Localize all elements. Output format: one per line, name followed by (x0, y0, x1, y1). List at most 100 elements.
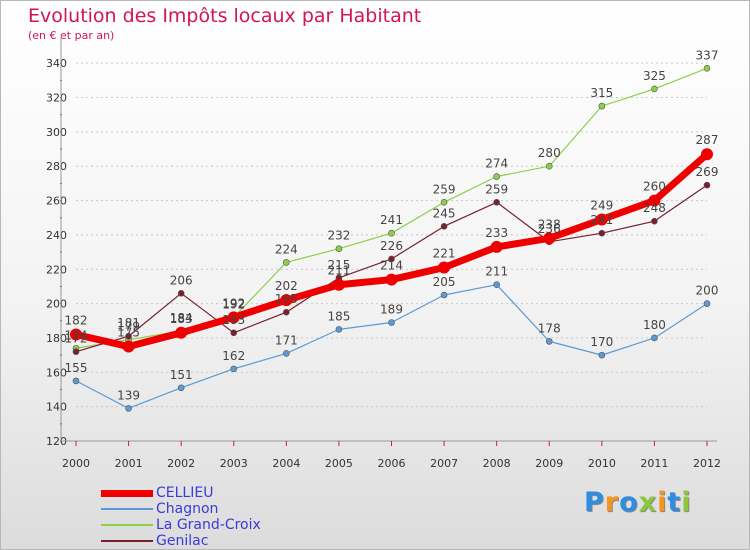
data-label-la-grand-croix: 315 (590, 86, 613, 100)
legend-swatch (101, 508, 153, 510)
data-label-la-grand-croix: 241 (380, 213, 403, 227)
data-label-cellieu: 175 (117, 326, 140, 340)
data-label-cellieu: 202 (275, 279, 298, 293)
data-label-chagnon: 185 (327, 309, 350, 323)
data-label-genilac: 259 (485, 182, 508, 196)
data-label-genilac: 181 (117, 316, 140, 330)
data-label-chagnon: 180 (643, 318, 666, 332)
data-label-genilac: 206 (170, 273, 193, 287)
data-point-cellieu (490, 240, 503, 253)
y-tick-label: 220 (46, 263, 67, 276)
data-label-chagnon: 151 (170, 368, 193, 382)
data-label-genilac: 226 (380, 239, 403, 253)
data-label-la-grand-croix: 325 (643, 69, 666, 83)
data-label-cellieu: 249 (590, 198, 613, 212)
x-tick-label: 2005 (325, 457, 353, 470)
data-label-genilac: 248 (643, 201, 666, 215)
data-point-chagnon (493, 281, 500, 289)
data-label-chagnon: 178 (538, 321, 561, 335)
data-point-chagnon (125, 405, 132, 412)
data-point-genilac (703, 181, 711, 189)
legend-label: La Grand-Croix (156, 517, 261, 533)
legend-swatch (101, 524, 153, 526)
data-label-cellieu: 182 (65, 314, 88, 328)
data-label-la-grand-croix: 274 (485, 157, 508, 171)
axes: 120 140 160 180 200 220 240 260 280 300 320 340 2000… (46, 36, 721, 470)
data-point-genilac (493, 198, 500, 206)
data-label-cellieu: 221 (433, 247, 456, 261)
data-label-la-grand-croix: 184 (170, 311, 193, 325)
data-point-genilac (598, 229, 606, 237)
data-label-genilac: 245 (433, 206, 456, 220)
x-tick-label: 2008 (483, 457, 511, 470)
data-label-chagnon: 211 (485, 265, 508, 279)
data-point-genilac (125, 332, 132, 340)
data-point-chagnon (388, 319, 395, 326)
data-point-la-grand-croix (493, 173, 500, 180)
data-label-cellieu: 260 (643, 180, 666, 194)
data-label-cellieu: 211 (327, 264, 350, 278)
data-label-genilac: 269 (696, 165, 719, 179)
data-point-la-grand-croix (388, 229, 395, 237)
series-lines (70, 65, 713, 412)
data-label-chagnon: 170 (590, 335, 613, 349)
data-label-la-grand-croix: 259 (433, 182, 456, 196)
data-labels: 155 139 151 162 171 185 189 205 211 178 170 180 200 1… (65, 48, 719, 402)
data-point-cellieu (648, 194, 661, 207)
line-chart: 120 140 160 180 200 220 240 260 280 300 320 340 2000… (46, 36, 721, 470)
x-tick-label: 2002 (167, 457, 195, 470)
data-point-cellieu (280, 294, 293, 307)
data-label-genilac: 195 (275, 292, 298, 306)
y-tick-label: 160 (46, 366, 67, 379)
data-label-chagnon: 200 (696, 284, 719, 298)
y-tick-label: 340 (46, 57, 67, 70)
data-label-la-grand-croix: 232 (327, 229, 350, 243)
data-point-genilac (651, 217, 658, 225)
data-point-cellieu (227, 311, 240, 324)
data-point-chagnon (72, 377, 80, 385)
x-tick-label: 2010 (588, 457, 616, 470)
data-point-la-grand-croix (440, 198, 448, 206)
data-label-la-grand-croix: 192 (222, 297, 245, 311)
data-label-cellieu: 287 (696, 133, 719, 147)
x-tick-label: 2012 (693, 457, 721, 470)
data-label-chagnon: 162 (222, 349, 245, 363)
data-point-chagnon (177, 384, 185, 392)
data-point-cellieu (595, 213, 608, 226)
data-point-chagnon (703, 300, 711, 307)
data-point-genilac (72, 348, 80, 355)
data-point-cellieu (385, 273, 398, 286)
x-tick-label: 2006 (378, 457, 406, 470)
y-tick-label: 260 (46, 195, 67, 208)
data-point-chagnon (283, 350, 290, 357)
data-label-chagnon: 189 (380, 303, 403, 317)
data-point-cellieu (332, 278, 345, 291)
legend-label: Chagnon (156, 501, 219, 517)
y-tick-label: 240 (46, 229, 67, 242)
data-label-genilac: 236 (538, 222, 561, 236)
legend-label: Genilac (156, 533, 209, 549)
legend-swatch (101, 489, 153, 497)
data-point-chagnon (545, 338, 553, 345)
data-point-la-grand-croix (651, 85, 658, 93)
data-point-cellieu (175, 326, 188, 339)
data-label-chagnon: 205 (433, 275, 456, 289)
data-label-la-grand-croix: 174 (65, 328, 88, 342)
data-point-la-grand-croix (703, 65, 711, 72)
data-point-cellieu (438, 261, 451, 274)
data-point-cellieu (122, 340, 135, 353)
data-point-genilac (440, 223, 448, 230)
proxiti-logo: Proxiti (584, 487, 692, 518)
data-point-chagnon (598, 351, 606, 359)
data-point-cellieu (701, 148, 713, 161)
data-label-cellieu: 238 (538, 217, 561, 231)
data-point-chagnon (335, 326, 343, 333)
data-point-genilac (230, 329, 238, 337)
data-label-cellieu: 192 (222, 296, 245, 310)
data-point-la-grand-croix (335, 245, 343, 252)
data-label-genilac: 183 (222, 313, 245, 327)
x-tick-label: 2003 (220, 457, 248, 470)
data-point-la-grand-croix (598, 102, 606, 110)
data-label-la-grand-croix: 337 (696, 48, 719, 62)
